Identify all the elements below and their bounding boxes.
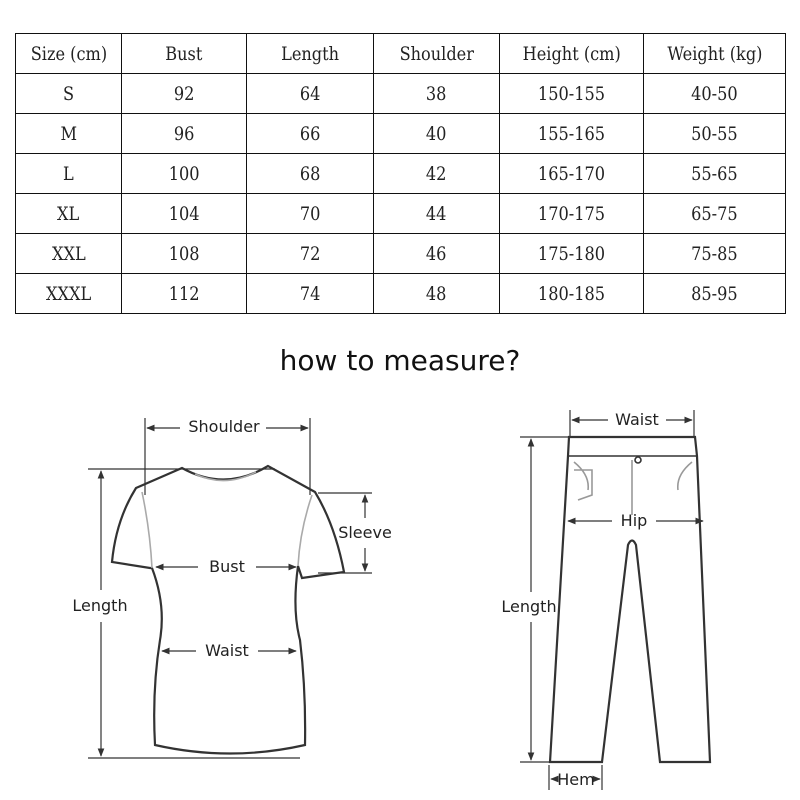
table-cell: 48 <box>373 273 500 314</box>
header-cell: Size (cm) <box>15 33 122 74</box>
table-cell: 92 <box>121 73 247 114</box>
table-cell: 180-185 <box>499 273 644 314</box>
sleeve-label: Sleeve <box>338 523 392 542</box>
table-header-row: Size (cm) Bust Length Shoulder Height (c… <box>15 33 786 74</box>
table-cell: M <box>15 113 122 154</box>
table-cell: 155-165 <box>499 113 644 154</box>
table-cell: S <box>15 73 122 114</box>
table-cell: 170-175 <box>499 193 644 234</box>
page-title: how to measure? <box>279 344 521 377</box>
table-cell: 55-65 <box>643 153 786 194</box>
table-cell: 42 <box>373 153 500 194</box>
hip-label: Hip <box>621 511 648 530</box>
table-cell: 68 <box>246 153 374 194</box>
pants-diagram: Waist Hip Length Hem <box>501 410 712 790</box>
table-cell: 44 <box>373 193 500 234</box>
table-row: XL 104 70 44 170-175 65-75 <box>15 193 786 234</box>
pants-length-label: Length <box>501 597 556 616</box>
table-row: S 92 64 38 150-155 40-50 <box>15 73 786 114</box>
table-cell: 112 <box>121 273 247 314</box>
table-cell: 85-95 <box>643 273 786 314</box>
table-row: XXL 108 72 46 175-180 75-85 <box>15 233 786 274</box>
pocket-lines <box>573 460 693 515</box>
table-row: L 100 68 42 165-170 55-65 <box>15 153 786 194</box>
table-cell: XXXL <box>15 273 122 314</box>
collar-line <box>194 471 257 482</box>
table-cell: 96 <box>121 113 247 154</box>
shirt-outline <box>110 464 346 755</box>
sleeve-seams <box>141 491 313 569</box>
size-table: Size (cm) Bust Length Shoulder Height (c… <box>15 33 786 314</box>
table-cell: 50-55 <box>643 113 786 154</box>
table-row: XXXL 112 74 48 180-185 85-95 <box>15 273 786 314</box>
shirt-dimension-lines <box>88 418 372 759</box>
shirt-length-label: Length <box>72 596 127 615</box>
table-cell: 75-85 <box>643 233 786 274</box>
pants-waist-label: Waist <box>615 410 659 429</box>
table-cell: 40-50 <box>643 73 786 114</box>
header-cell: Bust <box>121 33 247 74</box>
table-cell: 175-180 <box>499 233 644 274</box>
table-cell: 65-75 <box>643 193 786 234</box>
header-cell: Shoulder <box>373 33 500 74</box>
pants-dimension-lines <box>520 410 704 790</box>
shirt-diagram: Shoulder Sleeve Bust Length Waist <box>72 417 392 759</box>
bust-label: Bust <box>209 557 245 576</box>
table-cell: L <box>15 153 122 194</box>
table-cell: 40 <box>373 113 500 154</box>
pants-outline <box>548 435 712 764</box>
header-cell: Weight (kg) <box>643 33 786 74</box>
table-cell: 70 <box>246 193 374 234</box>
hem-label: Hem <box>557 770 594 789</box>
table-cell: 165-170 <box>499 153 644 194</box>
button-icon <box>634 456 642 464</box>
waist-label: Waist <box>205 641 249 660</box>
shoulder-label: Shoulder <box>188 417 260 436</box>
